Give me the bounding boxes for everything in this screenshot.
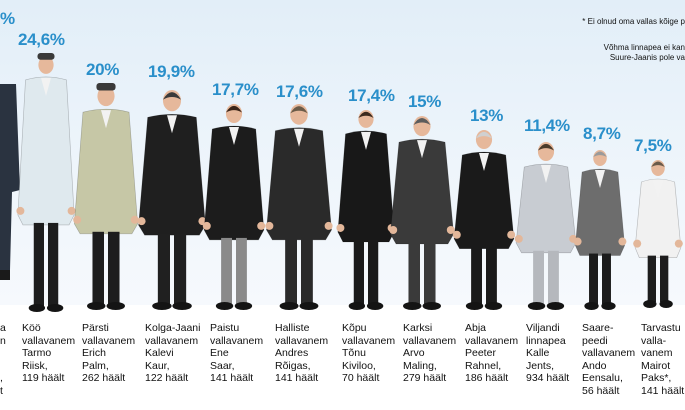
person-figure [14,52,78,314]
percent-label: 13% [470,106,504,125]
percent-label: 20% [86,60,120,79]
percent-label: 8,7% [583,124,621,143]
percent-label: 15% [408,92,442,111]
person-figure [262,100,336,312]
caption: Pärsti vallavanem Erich Palm, 262 häält [82,322,136,385]
caption: Abja vallavanem Peeter Rahnel, 186 häält [465,322,519,385]
percent-label: 17,7% [212,80,259,99]
person-figure [200,100,268,312]
caption: Halliste vallavanem Andres Rõigas, 141 h… [275,322,329,385]
person-figure [134,86,210,312]
percent-label: 24,6% [18,30,65,49]
person-figure [386,112,458,312]
caption: Köö vallavanem Tarmo Riisk, 119 häält [22,322,76,385]
person-figure [334,106,398,312]
caption: Viljandi linnapea Kalle Jents, 934 häält [526,322,570,385]
caption: Saare- peedi vallavanem Ando Eensalu, 56… [582,322,636,397]
person-figure [512,138,580,312]
percent-label: 17,4% [348,86,395,105]
person-figure [572,146,628,312]
person-figure [632,156,684,310]
caption: Karksi vallavanem Arvo Maling, 279 häält [403,322,457,385]
caption: Kõpu vallavanem Tõnu Kiviloo, 70 häält [342,322,396,385]
percent-label: 19,9% [148,62,195,81]
caption-partial: a n , t [0,322,6,397]
person-figure [70,82,142,312]
caption: Tarvastu valla- vanem Mairot Paks*, 141 … [641,322,685,397]
person-figure-partial [0,70,22,300]
percent-label: 11,4% [524,116,570,135]
footnote-line-2: Võhma linnapea ei kan [603,43,685,52]
caption: Paistu vallavanem Ene Saar, 141 häält [210,322,264,385]
footnote-line-3: Suure-Jaanis pole va [609,53,685,62]
footnote-line-1: * Ei olnud oma vallas kõige p [582,17,685,26]
caption-area [0,305,685,410]
percent-label: 7,5% [634,136,672,155]
percent-label-partial: % [0,9,15,28]
person-figure [450,126,518,312]
caption: Kolga-Jaani vallavanem Kalevi Kaur, 122 … [145,322,201,385]
percent-label: 17,6% [276,82,323,101]
